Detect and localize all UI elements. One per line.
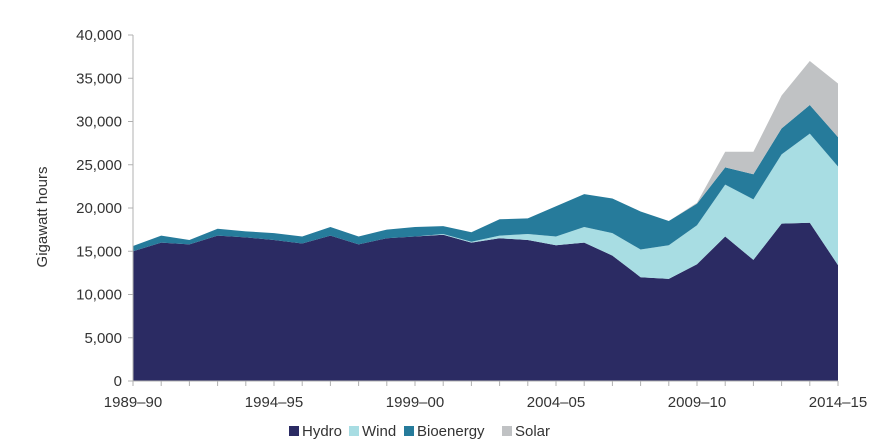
x-tick-label: 1989–90 [104,394,162,411]
y-axis-title: Gigawatt hours [34,167,51,268]
legend-swatch-bioenergy [404,426,414,436]
y-tick-label: 15,000 [76,243,122,260]
x-tick-label: 1999–00 [386,394,444,411]
x-tick-label: 2014–15 [809,394,867,411]
legend-label-bioenergy: Bioenergy [417,423,485,440]
x-tick-label: 2004–05 [527,394,585,411]
legend-swatch-solar [502,426,512,436]
y-tick-label: 5,000 [84,330,122,347]
y-tick-label: 10,000 [76,287,122,304]
y-tick-label: 25,000 [76,157,122,174]
legend-swatch-wind [349,426,359,436]
x-tick-label: 2009–10 [668,394,726,411]
area-hydro [133,222,838,381]
legend-swatch-hydro [289,426,299,436]
legend: Hydro Wind Bioenergy Solar [289,423,550,440]
y-tick-label: 20,000 [76,200,122,217]
y-tick-label: 30,000 [76,114,122,131]
legend-label-wind: Wind [362,423,396,440]
x-tick-label: 1994–95 [245,394,303,411]
legend-label-hydro: Hydro [302,423,342,440]
x-axis: 1989–90 1994–95 1999–00 2004–05 2009–10 2014–… [104,380,867,411]
y-tick-label: 35,000 [76,70,122,87]
legend-label-solar: Solar [515,423,550,440]
area-bioenergy [133,105,838,252]
y-axis: 0 5,000 10,000 15,000 20,000 25,000 30,000 35,0… [76,27,134,390]
chart-areas [133,60,838,381]
y-tick-label: 40,000 [76,27,122,44]
y-tick-label: 0 [114,373,122,390]
